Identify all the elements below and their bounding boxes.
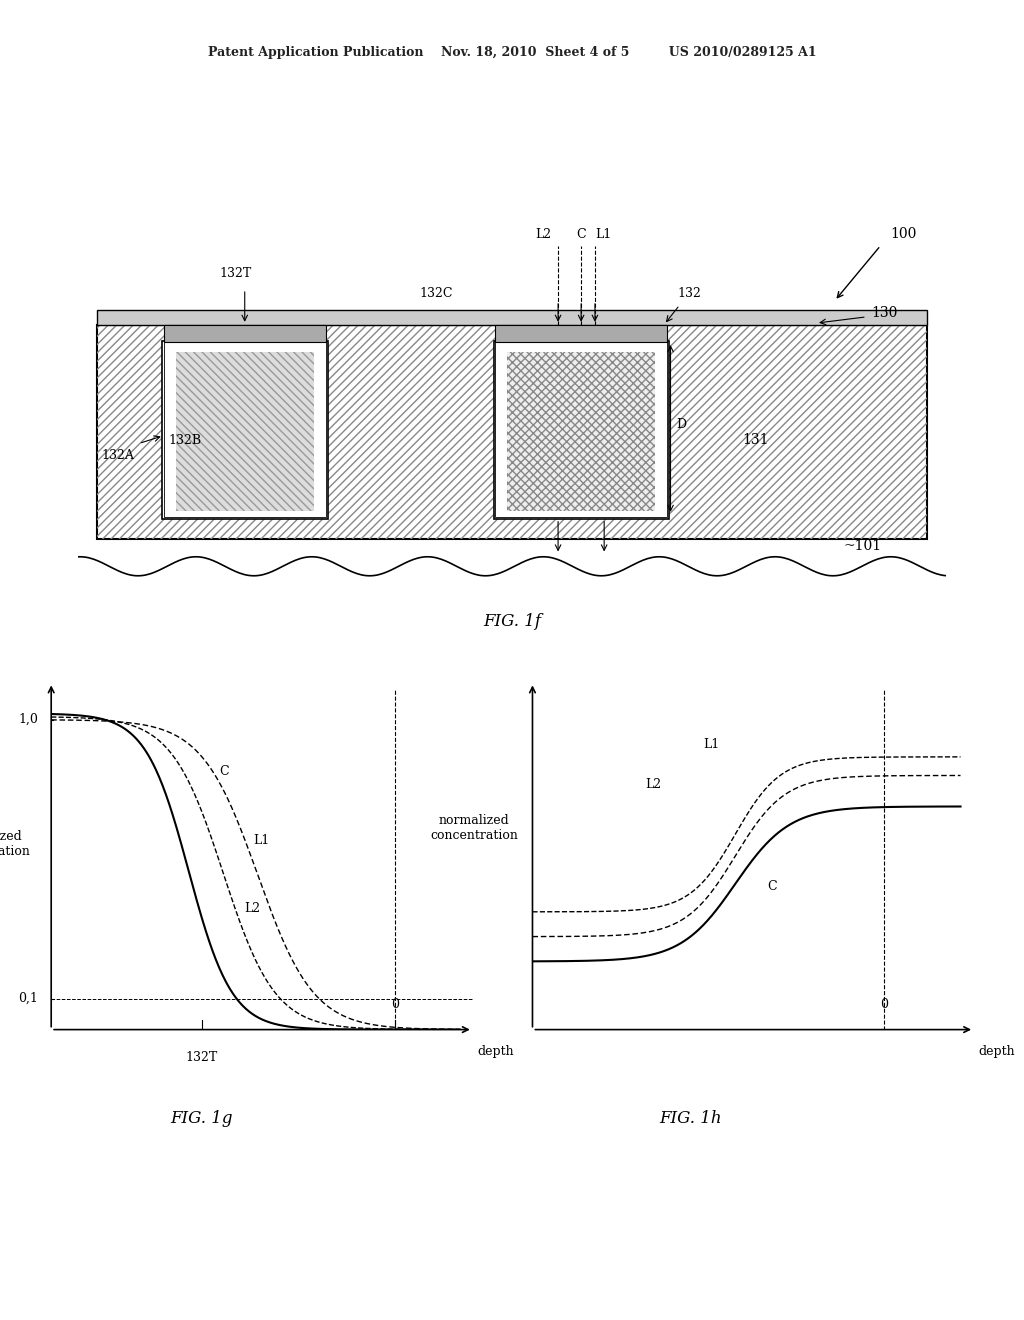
Text: C: C	[577, 227, 586, 240]
Bar	[176, 352, 314, 511]
Text: normalized
concentration: normalized concentration	[430, 814, 518, 842]
Text: FIG. 1h: FIG. 1h	[658, 1110, 722, 1126]
Text: 0,1: 0,1	[18, 993, 38, 1005]
Text: 132B: 132B	[168, 433, 202, 446]
Text: 0: 0	[880, 998, 888, 1011]
Text: 1,0: 1,0	[18, 713, 38, 726]
Bar	[496, 342, 667, 517]
Bar	[164, 325, 326, 342]
Text: L1: L1	[703, 738, 720, 751]
Text: 100: 100	[890, 227, 916, 240]
Bar	[97, 325, 927, 539]
Text: 130: 130	[871, 306, 898, 319]
Text: 132T: 132T	[219, 267, 252, 280]
Bar	[164, 342, 326, 517]
Text: D: D	[676, 417, 686, 430]
Text: 0: 0	[391, 998, 399, 1011]
Text: L2: L2	[245, 902, 261, 915]
Text: FIG. 1f: FIG. 1f	[483, 612, 541, 630]
Bar	[508, 352, 655, 511]
Bar	[496, 325, 667, 342]
Bar	[494, 341, 669, 519]
Bar	[508, 352, 655, 511]
Text: normalized
concentration: normalized concentration	[0, 830, 31, 858]
Text: depth: depth	[979, 1045, 1015, 1057]
Text: FIG. 1g: FIG. 1g	[170, 1110, 233, 1126]
Text: ~101: ~101	[844, 540, 882, 553]
Text: 132T: 132T	[185, 1051, 218, 1064]
Text: 132A: 132A	[102, 449, 135, 462]
Text: C: C	[219, 766, 228, 779]
Text: L2: L2	[645, 777, 662, 791]
Text: L1: L1	[595, 227, 611, 240]
Bar	[162, 341, 328, 519]
Text: depth: depth	[477, 1045, 514, 1057]
Text: Patent Application Publication    Nov. 18, 2010  Sheet 4 of 5         US 2010/02: Patent Application Publication Nov. 18, …	[208, 46, 816, 59]
Text: 132: 132	[678, 286, 701, 300]
Text: C: C	[767, 880, 776, 894]
Text: L1: L1	[253, 834, 269, 846]
Bar	[97, 310, 927, 325]
Text: 132C: 132C	[420, 286, 454, 300]
Text: L2: L2	[536, 227, 552, 240]
Bar	[176, 352, 314, 511]
Text: 131: 131	[742, 433, 769, 446]
Bar	[97, 325, 927, 539]
